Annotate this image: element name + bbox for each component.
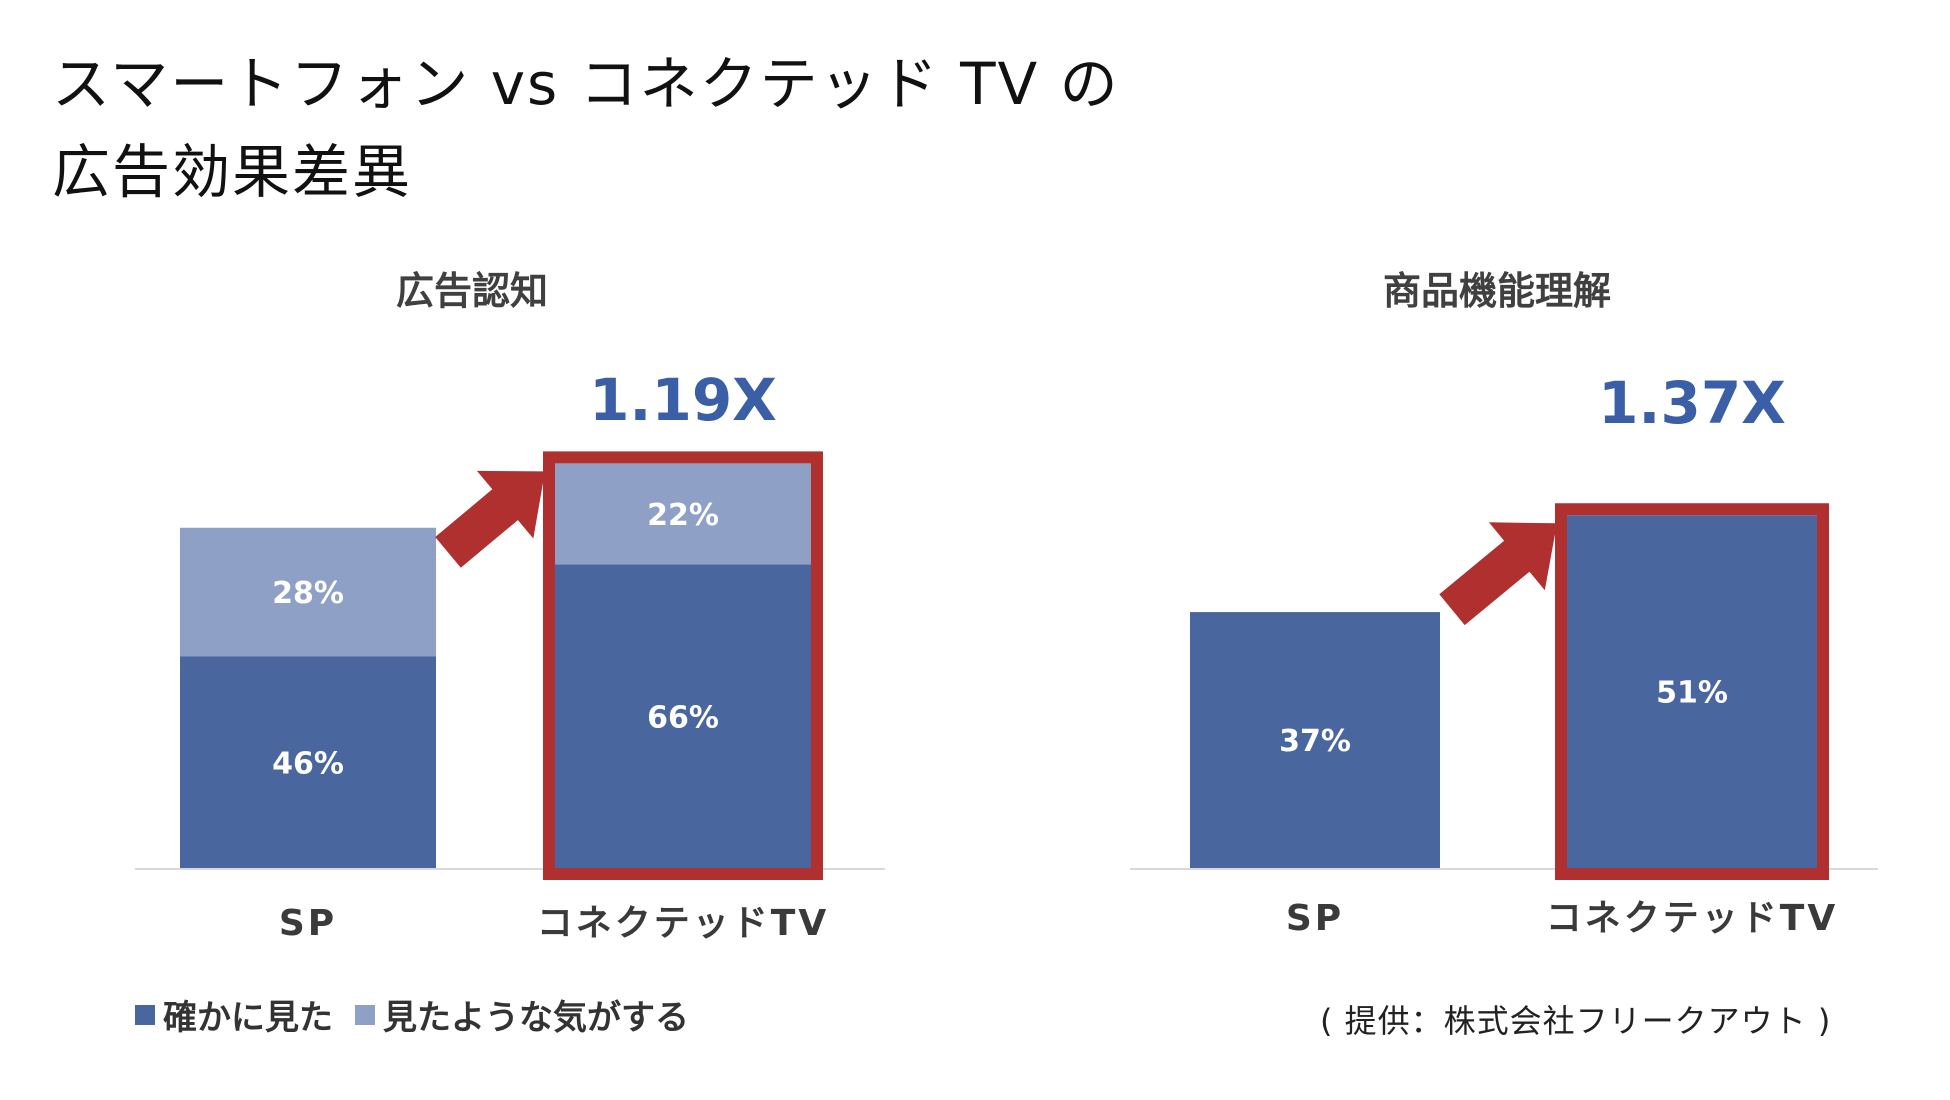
chart-1-category-label-2: コネクテッドTV (537, 903, 829, 944)
chart-2-data-label-1-series-1: 37% (1279, 724, 1351, 759)
chart-1-growth-arrow-icon (435, 470, 545, 568)
chart-1-data-label-2-series-1: 66% (647, 700, 719, 735)
legend-swatch-maybe-seen (355, 1004, 375, 1025)
chart-2-growth-arrow-icon (1439, 522, 1557, 626)
chart-2-category-label-1: SP (1286, 898, 1344, 939)
legend-item-maybe-seen: 見たような気がする (355, 990, 689, 1039)
chart-2-multiplier-label: 1.37X (1598, 369, 1786, 437)
chart-1-multiplier-label: 1.19X (589, 366, 777, 434)
chart-1-bar-1-series-1 (180, 656, 436, 868)
chart-1-data-label-2-series-2: 22% (647, 498, 719, 533)
chart-1-data-label-1-series-1: 46% (272, 746, 344, 781)
chart-1-category-label-1: SP (279, 903, 337, 944)
legend-label-maybe-seen: 見たような気がする (383, 998, 689, 1038)
chart-2-bar-1-series-1 (1190, 612, 1440, 868)
chart-1-title: 広告認知 (396, 269, 548, 313)
chart-1-bar-2-series-1 (555, 564, 811, 868)
legend-swatch-seen (135, 1004, 155, 1025)
chart-1-bar-1-series-2 (180, 527, 436, 657)
chart-1-data-label-1-series-2: 28% (272, 576, 344, 611)
chart-2-category-label-2: コネクテッドTV (1546, 898, 1838, 939)
chart-1-bar-2-series-2 (555, 463, 811, 565)
chart-2-highlight-border (1555, 503, 1829, 880)
chart-2-title: 商品機能理解 (1383, 269, 1611, 313)
chart-2-bar-2-series-1 (1567, 515, 1817, 868)
page-title-line-1: スマートフォン vs コネクテッド TV の (52, 50, 1120, 118)
chart-1-highlight-border (543, 451, 823, 880)
source-credit: ( 提供：株式会社フリークアウト ) (1320, 1002, 1832, 1040)
legend-label-seen: 確かに見た (163, 998, 333, 1038)
legend-item-seen: 確かに見た (135, 990, 333, 1039)
legend: 確かに見た 見たような気がする (135, 990, 711, 1039)
chart-2-data-label-2-series-1: 51% (1656, 676, 1728, 711)
page-title: スマートフォン vs コネクテッド TV の 広告効果差異 (52, 40, 1120, 216)
page-title-line-2: 広告効果差異 (52, 138, 413, 206)
